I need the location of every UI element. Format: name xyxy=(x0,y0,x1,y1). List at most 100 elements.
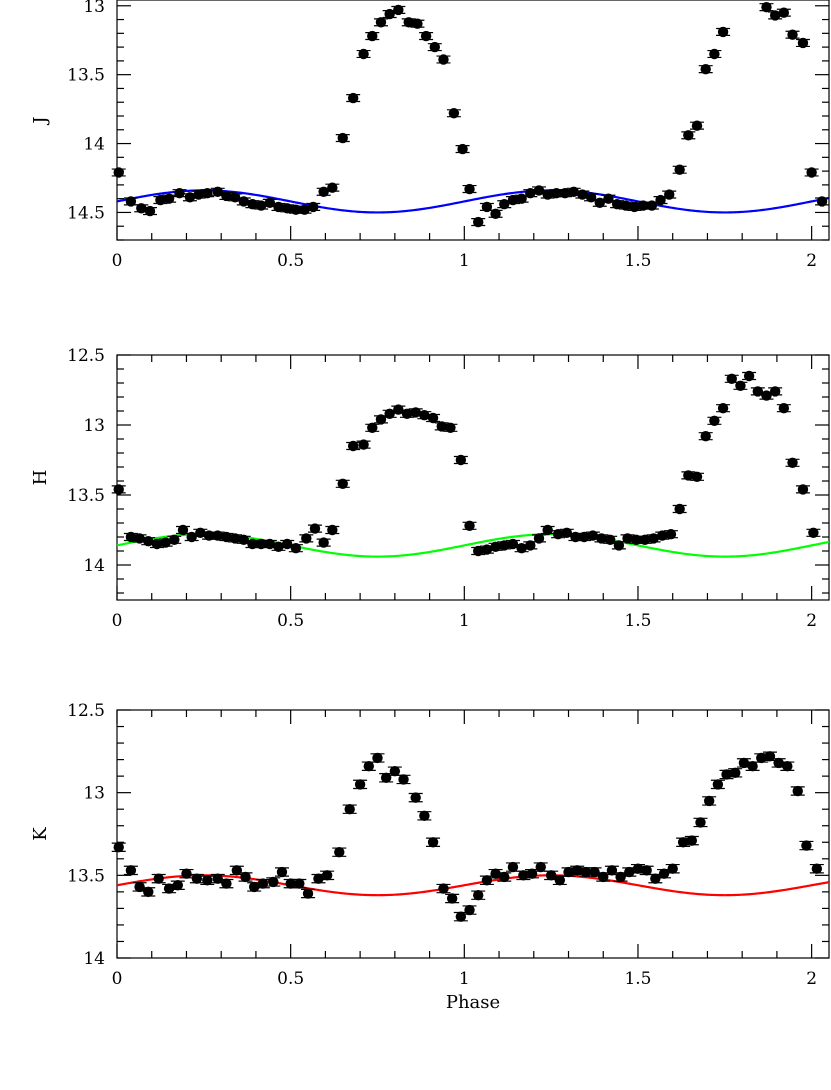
h-data-point xyxy=(787,457,798,468)
j-data-point xyxy=(787,29,798,40)
y-tick-label: 13 xyxy=(83,784,105,804)
k-data-point xyxy=(507,861,519,873)
j-data-point xyxy=(429,41,440,53)
j-data-point xyxy=(438,54,449,65)
h-data-point xyxy=(648,533,659,544)
k-data-point xyxy=(695,817,706,828)
h-data-point xyxy=(604,534,616,545)
k-data-point xyxy=(801,840,812,851)
h-data-point xyxy=(700,431,711,442)
k-data-point xyxy=(589,866,600,878)
j-data-point xyxy=(585,192,597,203)
j-data-point xyxy=(255,200,267,211)
h-data-point xyxy=(657,530,668,541)
panel-j-band: 0 0.5 1 1.5 2 13 13.5 14 14.5 J xyxy=(30,0,830,271)
h-data-point xyxy=(743,370,755,382)
k-data-point xyxy=(563,866,574,878)
j-data-point xyxy=(318,186,329,197)
h-data-point xyxy=(674,503,685,515)
k-data-point xyxy=(285,878,296,889)
h-data-point xyxy=(499,540,510,551)
plot-frame xyxy=(116,354,830,601)
k-data-point xyxy=(535,861,546,873)
h-data-point xyxy=(473,545,484,557)
j-data-point xyxy=(403,17,414,28)
k-data-point xyxy=(354,779,366,790)
k-data-point xyxy=(481,875,493,886)
h-data-point xyxy=(134,533,145,544)
k-data-point xyxy=(490,868,501,879)
x-tick-label: 1.5 xyxy=(624,969,651,989)
plot-frame xyxy=(116,0,830,241)
k-data-point xyxy=(276,866,288,878)
j-data-point xyxy=(337,132,348,144)
h-data-point xyxy=(490,541,501,552)
h-data-point xyxy=(151,538,163,550)
j-data-point xyxy=(193,189,204,200)
h-data-point xyxy=(726,373,737,384)
h-data-point xyxy=(375,414,387,425)
k-data-point xyxy=(191,873,203,884)
k-data-point xyxy=(181,868,192,879)
x-tick-label: 0 xyxy=(112,611,123,631)
j-data-point xyxy=(806,167,817,178)
x-tick-label: 1 xyxy=(459,251,470,271)
j-data-point xyxy=(664,189,675,200)
j-data-point xyxy=(797,37,809,49)
y-tick-label: 12.5 xyxy=(67,346,105,366)
k-data-point xyxy=(294,878,305,889)
j-data-point xyxy=(577,189,588,200)
j-data-point xyxy=(155,194,166,206)
k-data-point xyxy=(302,888,314,899)
h-data-point xyxy=(516,543,527,554)
k-data-point xyxy=(389,765,401,777)
j-data-point xyxy=(125,196,137,207)
j-data-point xyxy=(568,186,579,197)
h-data-point xyxy=(290,543,302,554)
x-tick-label: 0 xyxy=(112,969,123,989)
y-tick-label: 14 xyxy=(83,556,105,576)
k-data-point xyxy=(650,873,661,884)
k-data-point xyxy=(738,757,750,769)
k-data-point xyxy=(756,752,767,764)
h-data-point xyxy=(125,531,137,543)
h-data-point xyxy=(455,454,467,466)
k-data-point xyxy=(721,769,732,780)
k-data-point xyxy=(764,751,776,762)
j-data-point xyxy=(611,198,623,210)
j-data-point xyxy=(367,30,378,42)
x-tick-label: 1.5 xyxy=(624,251,651,271)
h-data-point xyxy=(613,540,625,551)
j-data-point xyxy=(163,193,175,204)
h-data-point xyxy=(229,533,241,544)
j-data-point xyxy=(290,204,302,215)
h-data-point xyxy=(318,537,329,548)
k-data-point xyxy=(811,863,823,874)
k-data-point xyxy=(257,878,269,889)
j-data-point xyxy=(542,189,553,200)
h-data-point xyxy=(507,538,519,550)
h-data-point xyxy=(769,386,781,397)
j-data-point xyxy=(184,192,196,203)
k-data-point xyxy=(113,842,124,853)
k-data-point xyxy=(782,761,793,772)
j-data-point xyxy=(347,92,359,104)
k-data-point xyxy=(212,873,223,884)
k-data-point xyxy=(419,810,430,822)
k-data-point xyxy=(372,752,383,764)
k-data-point xyxy=(231,865,243,876)
h-data-point xyxy=(464,520,475,531)
x-tick-label: 1.5 xyxy=(624,611,651,631)
h-data-point xyxy=(570,531,581,543)
h-data-point xyxy=(281,538,293,550)
h-data-point xyxy=(761,390,772,401)
k-data-point xyxy=(730,767,741,779)
k-data-point xyxy=(202,875,213,886)
j-data-point xyxy=(507,194,519,206)
j-data-point xyxy=(637,200,649,211)
h-data-point xyxy=(808,527,819,538)
j-data-point xyxy=(412,18,423,29)
j-data-point xyxy=(516,193,527,204)
k-data-point xyxy=(632,863,644,874)
